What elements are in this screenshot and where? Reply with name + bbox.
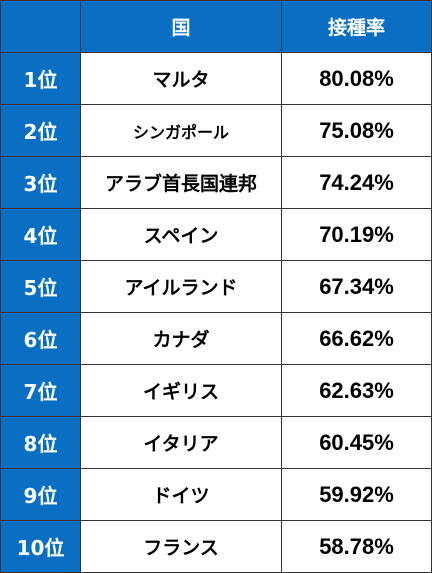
header-rank-corner bbox=[0, 0, 81, 53]
header-rate: 接種率 bbox=[281, 0, 432, 53]
table-row: 6位 カナダ 66.62% bbox=[0, 312, 432, 365]
rate-cell: 60.45% bbox=[281, 416, 432, 469]
rate-cell: 75.08% bbox=[281, 104, 432, 157]
country-cell: マルタ bbox=[80, 52, 282, 105]
table-row: 2位 シンガポール 75.08% bbox=[0, 104, 432, 157]
table-row: 10位 フランス 58.78% bbox=[0, 520, 432, 573]
rank-cell: 2位 bbox=[0, 104, 81, 157]
rank-cell: 3位 bbox=[0, 156, 81, 209]
rank-cell: 8位 bbox=[0, 416, 81, 469]
table-body: 1位 マルタ 80.08% 2位 シンガポール 75.08% 3位 アラブ首長国… bbox=[0, 52, 432, 573]
table-row: 5位 アイルランド 67.34% bbox=[0, 260, 432, 313]
rate-cell: 66.62% bbox=[281, 312, 432, 365]
table-row: 7位 イギリス 62.63% bbox=[0, 364, 432, 417]
country-cell: ドイツ bbox=[80, 468, 282, 521]
table-row: 4位 スペイン 70.19% bbox=[0, 208, 432, 261]
rate-cell: 58.78% bbox=[281, 520, 432, 573]
table-row: 9位 ドイツ 59.92% bbox=[0, 468, 432, 521]
rate-cell: 67.34% bbox=[281, 260, 432, 313]
country-cell: スペイン bbox=[80, 208, 282, 261]
table-row: 3位 アラブ首長国連邦 74.24% bbox=[0, 156, 432, 209]
rank-cell: 9位 bbox=[0, 468, 81, 521]
country-cell: イタリア bbox=[80, 416, 282, 469]
rate-cell: 62.63% bbox=[281, 364, 432, 417]
rank-cell: 7位 bbox=[0, 364, 81, 417]
country-cell: イギリス bbox=[80, 364, 282, 417]
rank-cell: 10位 bbox=[0, 520, 81, 573]
rate-cell: 80.08% bbox=[281, 52, 432, 105]
rate-cell: 59.92% bbox=[281, 468, 432, 521]
rank-cell: 4位 bbox=[0, 208, 81, 261]
country-cell: カナダ bbox=[80, 312, 282, 365]
country-cell: アラブ首長国連邦 bbox=[80, 156, 282, 209]
rank-cell: 6位 bbox=[0, 312, 81, 365]
country-cell: シンガポール bbox=[80, 104, 282, 157]
header-country: 国 bbox=[80, 0, 282, 53]
rank-cell: 1位 bbox=[0, 52, 81, 105]
header-row: 国 接種率 bbox=[0, 0, 432, 53]
table-row: 8位 イタリア 60.45% bbox=[0, 416, 432, 469]
rate-cell: 74.24% bbox=[281, 156, 432, 209]
rate-cell: 70.19% bbox=[281, 208, 432, 261]
rank-cell: 5位 bbox=[0, 260, 81, 313]
table-header: 国 接種率 bbox=[0, 0, 432, 53]
table-row: 1位 マルタ 80.08% bbox=[0, 52, 432, 105]
country-cell: フランス bbox=[80, 520, 282, 573]
country-cell: アイルランド bbox=[80, 260, 282, 313]
